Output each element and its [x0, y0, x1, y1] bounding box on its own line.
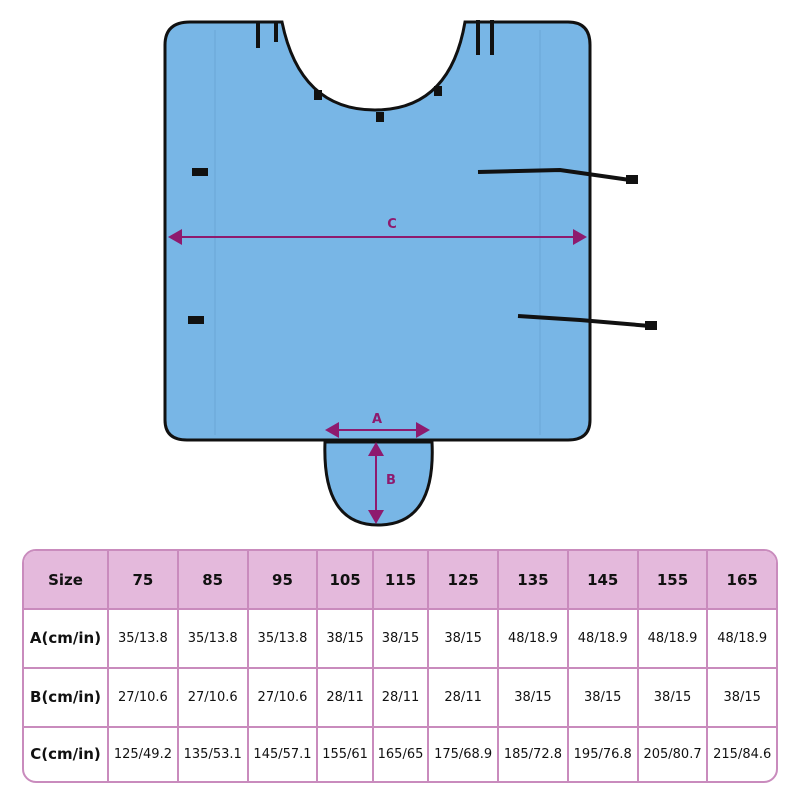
table-cell: 48/18.9 [568, 610, 639, 669]
size-chart-table: Size 75 85 95 105 115 125 135 145 155 165 A(cm/in)… [22, 549, 778, 783]
buckle-icon [188, 86, 657, 330]
table-cell: 165/65 [374, 727, 430, 781]
column-header: 115 [373, 551, 430, 610]
table-cell: 175/68.9 [429, 727, 500, 781]
table-row: B(cm/in) 27/10.6 27/10.6 27/10.6 28/11 28/11 2… [24, 668, 776, 728]
table-cell: 185/72.8 [499, 727, 569, 781]
car-seat-cover-diagram: C A B [163, 20, 657, 527]
table-row: A(cm/in) 35/13.8 35/13.8 35/13.8 38/15 38/15 3… [24, 610, 776, 669]
table-cell: 125/49.2 [109, 727, 179, 781]
table-cell: 35/13.8 [178, 610, 249, 669]
table-cell: 38/15 [429, 610, 500, 669]
table-cell: 215/84.6 [713, 746, 772, 762]
column-header: 95 [248, 551, 319, 610]
table-cell: 48/18.9 [708, 610, 776, 669]
cover-body [163, 20, 592, 442]
table-cell: 205/80.7 [639, 727, 709, 781]
measure-b-label: B [386, 473, 396, 488]
table-cell: 27/10.6 [178, 668, 249, 728]
table-cell: 27/10.6 [109, 668, 179, 728]
strap-icon [256, 20, 651, 328]
cover-flap [323, 440, 434, 527]
table-cell: 38/15 [499, 668, 569, 728]
table-cell: 155/61 [318, 727, 374, 781]
table-cell: 28/11 [318, 668, 374, 728]
table-header-row: Size 75 85 95 105 115 125 135 145 155 165 [24, 551, 776, 610]
table-cell: 195/76.8 [569, 727, 639, 781]
table-cell: 38/15 [318, 610, 374, 669]
table-cell: 38/15 [373, 610, 430, 669]
column-header: 105 [318, 551, 374, 610]
row-label: C(cm/in) [24, 727, 109, 781]
table-cell: 28/11 [373, 668, 430, 728]
table-cell: 48/18.9 [499, 610, 569, 669]
column-header: 85 [178, 551, 249, 610]
table-cell: 38/15 [568, 668, 639, 728]
measure-c-label: C [387, 217, 397, 232]
measure-a-label: A [372, 412, 382, 427]
table-cell: 27/10.6 [248, 668, 319, 728]
table-cell: 135/53.1 [179, 727, 249, 781]
table-cell: 38/15 [708, 669, 776, 728]
table-cell: 38/15 [638, 668, 709, 728]
column-header: Size [24, 551, 109, 610]
column-header: 145 [568, 551, 639, 610]
table-cell: 28/11 [429, 668, 500, 728]
table-row: C(cm/in) 125/49.2 135/53.1 145/57.1 155/61 16… [24, 727, 776, 781]
column-header: 135 [499, 551, 569, 610]
column-header: 155 [638, 551, 709, 610]
row-label: B(cm/in) [24, 668, 109, 728]
row-label: A(cm/in) [24, 610, 109, 669]
table-cell: 48/18.9 [638, 610, 709, 669]
table-cell: 145/57.1 [249, 727, 319, 781]
table-cell: 35/13.8 [248, 610, 319, 669]
column-header: 75 [109, 551, 179, 610]
column-header: 125 [429, 551, 500, 610]
table-cell: 35/13.8 [109, 610, 179, 669]
column-header: 165 [708, 551, 776, 610]
